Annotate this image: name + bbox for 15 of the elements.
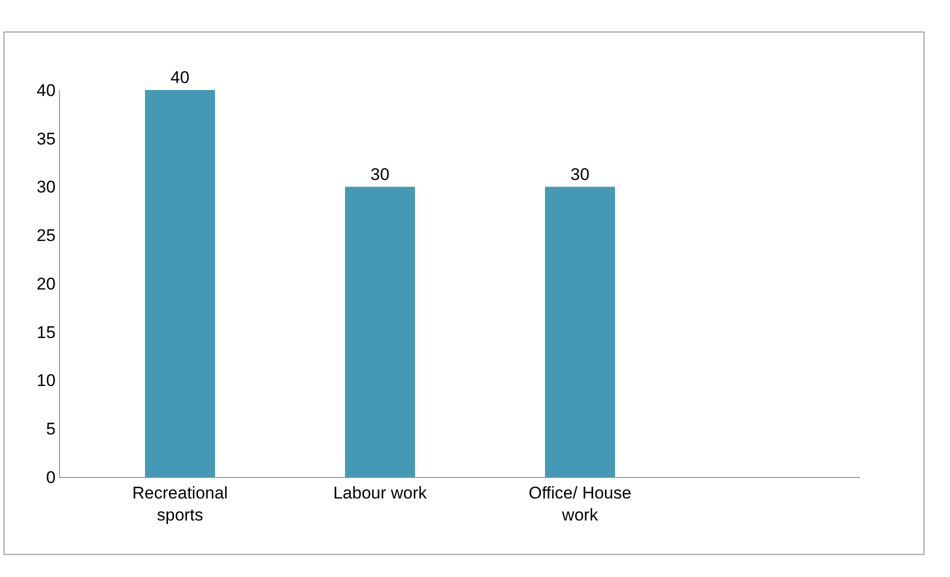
x-tick-label: Recreational sports bbox=[132, 483, 228, 524]
y-tick-label: 30 bbox=[36, 178, 56, 197]
x-tick-label: Labour work bbox=[333, 483, 428, 502]
y-tick-label: 25 bbox=[36, 226, 56, 246]
y-tick-label: 5 bbox=[46, 420, 56, 439]
y-tick-label: 15 bbox=[36, 322, 56, 342]
y-tick-label: 0 bbox=[46, 468, 56, 487]
y-tick-label: 40 bbox=[36, 80, 56, 100]
y-tick-label: 20 bbox=[36, 274, 56, 294]
data-label: 30 bbox=[570, 164, 590, 184]
y-tick-label: 35 bbox=[36, 129, 56, 148]
y-tick-label: 10 bbox=[36, 371, 56, 390]
data-label: 30 bbox=[370, 164, 390, 184]
data-label: 40 bbox=[170, 68, 190, 87]
x-tick-label: Office/ House work bbox=[528, 483, 632, 524]
